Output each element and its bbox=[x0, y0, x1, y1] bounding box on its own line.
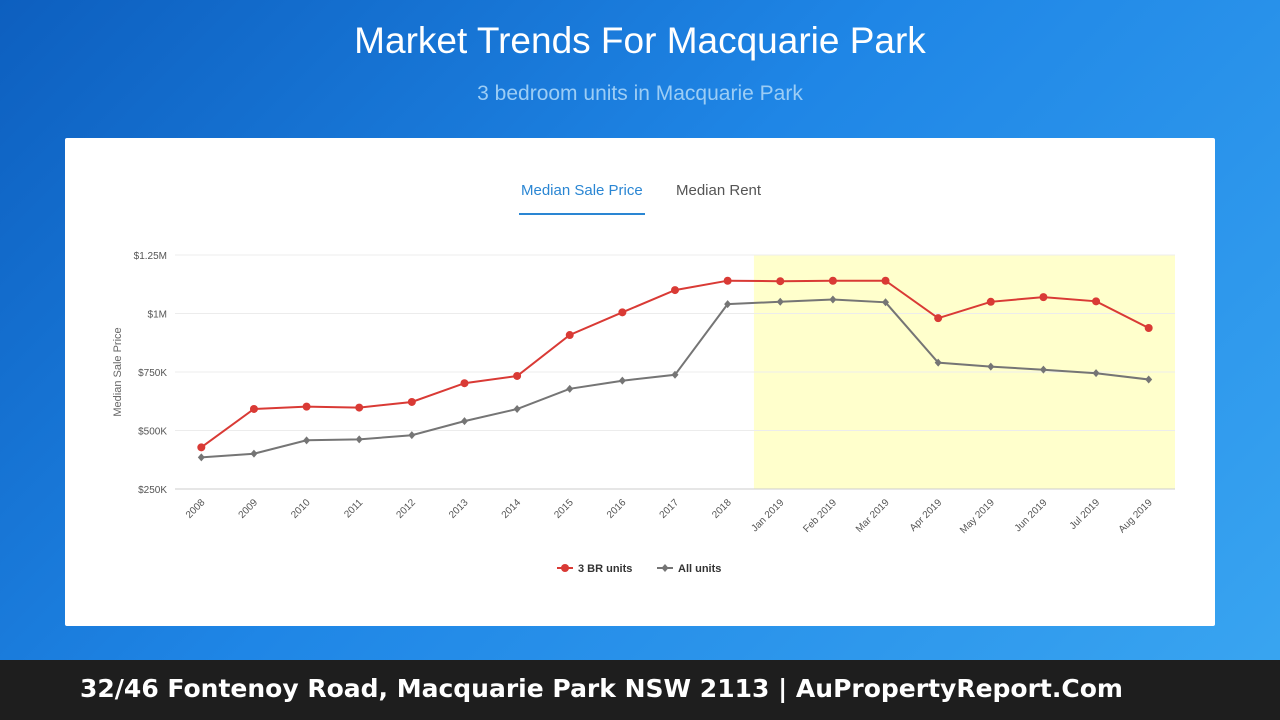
y-tick-label: $250K bbox=[138, 485, 167, 496]
x-tick-label: Aug 2019 bbox=[1117, 497, 1155, 535]
y-axis-label: Median Sale Price bbox=[112, 327, 124, 416]
tab-median-rent[interactable]: Median Rent bbox=[676, 182, 762, 199]
data-point bbox=[408, 431, 416, 440]
data-point bbox=[987, 362, 995, 371]
footer-bar: 32/46 Fontenoy Road, Macquarie Park NSW … bbox=[0, 660, 1280, 720]
data-point bbox=[881, 276, 890, 285]
x-tick-label: May 2019 bbox=[958, 497, 997, 536]
x-tick-label: 2009 bbox=[237, 497, 261, 521]
data-point bbox=[460, 379, 469, 388]
data-point bbox=[250, 449, 258, 458]
chart: $250K $500K $750K $1M $1.25M Median Sale Pric… bbox=[112, 251, 1175, 575]
x-tick-label: Mar 2019 bbox=[854, 497, 892, 535]
x-tick-label: 2018 bbox=[710, 497, 734, 521]
data-point bbox=[197, 443, 206, 452]
data-point bbox=[1092, 297, 1101, 306]
legend-marker bbox=[561, 564, 569, 572]
data-point bbox=[302, 402, 311, 411]
chart-tabs: Median Sale Price Median Rent bbox=[65, 182, 1215, 216]
data-point bbox=[407, 397, 416, 406]
x-tick-label: 2011 bbox=[342, 497, 365, 520]
data-point bbox=[934, 314, 943, 323]
x-tick-label: 2014 bbox=[500, 497, 524, 521]
data-point bbox=[618, 376, 626, 385]
data-point bbox=[986, 297, 995, 306]
x-tick-label: 2017 bbox=[658, 497, 682, 521]
tab-median-sale-price[interactable]: Median Sale Price bbox=[519, 182, 645, 215]
data-point bbox=[776, 277, 785, 286]
data-point bbox=[671, 286, 679, 295]
data-point bbox=[355, 403, 364, 412]
data-point bbox=[882, 298, 890, 307]
x-tick-label: Feb 2019 bbox=[801, 497, 839, 535]
x-tick-label: Jun 2019 bbox=[1013, 497, 1050, 534]
data-point bbox=[723, 276, 732, 285]
page-subtitle: 3 bedroom units in Macquarie Park bbox=[477, 82, 803, 105]
y-tick-label: $750K bbox=[138, 368, 167, 379]
x-tick-label: 2013 bbox=[447, 497, 471, 521]
x-tick-label: 2015 bbox=[552, 497, 576, 521]
data-point bbox=[249, 404, 258, 413]
data-point bbox=[724, 300, 732, 309]
data-point bbox=[671, 370, 679, 379]
x-tick-label: 2016 bbox=[605, 497, 629, 521]
page-title: Market Trends For Macquarie Park bbox=[354, 20, 926, 61]
data-point bbox=[829, 295, 837, 304]
data-point bbox=[566, 384, 574, 393]
x-tick-label: Jan 2019 bbox=[750, 497, 787, 534]
data-point bbox=[1039, 365, 1047, 374]
x-tick-label: 2012 bbox=[394, 497, 418, 521]
data-point bbox=[303, 436, 311, 445]
data-point bbox=[934, 358, 942, 367]
x-tick-label: Jul 2019 bbox=[1068, 497, 1103, 532]
data-point bbox=[1145, 375, 1153, 384]
y-tick-label: $1M bbox=[148, 310, 167, 321]
footer-address: 32/46 Fontenoy Road, Macquarie Park NSW … bbox=[80, 674, 1123, 703]
data-point bbox=[513, 371, 522, 380]
legend-label: 3 BR units bbox=[578, 563, 632, 575]
y-tick-label: $1.25M bbox=[134, 251, 167, 262]
data-point bbox=[355, 435, 363, 444]
legend-marker bbox=[661, 564, 669, 572]
y-tick-label: $500K bbox=[138, 427, 167, 438]
data-point bbox=[460, 417, 468, 426]
data-point bbox=[776, 297, 784, 306]
x-tick-label: 2010 bbox=[289, 497, 313, 521]
x-tick-label: Apr 2019 bbox=[908, 497, 945, 534]
data-point bbox=[1144, 324, 1153, 333]
data-point bbox=[618, 308, 627, 317]
data-point bbox=[197, 453, 205, 462]
data-point bbox=[513, 404, 521, 413]
x-tick-label: 2008 bbox=[184, 497, 208, 521]
legend-label: All units bbox=[678, 563, 721, 575]
data-point bbox=[828, 276, 837, 285]
data-point bbox=[1039, 293, 1048, 302]
data-point bbox=[565, 331, 574, 340]
chart-card: $250K $500K $750K $1M $1.25M Median Sale Pric… bbox=[65, 138, 1215, 626]
data-point bbox=[1092, 369, 1100, 378]
